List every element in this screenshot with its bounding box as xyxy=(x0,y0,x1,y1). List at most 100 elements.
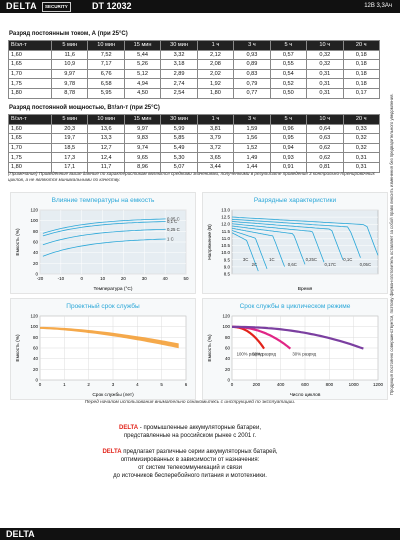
x-tick-label: 400 xyxy=(277,382,285,387)
x-tick-label: 0 xyxy=(231,382,234,387)
column-header: 3 ч xyxy=(233,40,271,51)
table-cell: 0,31 xyxy=(342,161,380,173)
chart-title: Влияние температуры на емкость xyxy=(52,197,155,204)
curve-label: 3C xyxy=(243,257,249,262)
x-tick-label: 20 xyxy=(121,276,127,281)
paragraph: DELTA предлагает различные серии аккумул… xyxy=(0,448,380,480)
column-header: 5 ч xyxy=(269,40,308,51)
table-cell: 1,60 xyxy=(8,49,52,61)
column-header: 5 мин xyxy=(50,114,89,125)
table-cell: 2,12 xyxy=(196,49,235,61)
curve xyxy=(231,223,325,263)
table-cell: 9,74 xyxy=(123,142,162,154)
table-cell: 0,77 xyxy=(233,87,271,99)
column-header: 20 ч xyxy=(342,114,380,125)
curve-label: 0,25C xyxy=(306,257,317,262)
line-text: от систем телекоммуникаций и связи xyxy=(138,465,242,471)
table-row: 1,75 9,78 6,58 4,94 2,74 1,92 0,79 0,52 0,31 0,18 xyxy=(8,78,380,89)
chart: Разрядные характеристики 8.5 9.0 9.5 10.0 10.… xyxy=(202,192,388,294)
y-tick-label: 10.0 xyxy=(221,250,230,255)
table-cell: 5,85 xyxy=(160,133,198,144)
chart-title: Проектный срок службы xyxy=(66,302,140,310)
x-axis-label: Число циклов xyxy=(290,392,321,398)
table-cell: 12,7 xyxy=(87,142,125,154)
table-cell: 0,31 xyxy=(306,78,344,89)
table-cell: 0,94 xyxy=(269,142,308,154)
column-header: 15 мин xyxy=(123,40,162,51)
curve xyxy=(231,216,379,256)
y-tick-label: 10.5 xyxy=(221,243,230,248)
text-line: оптимизированных в зависимости от назнач… xyxy=(0,456,380,464)
x-tick-label: 4 xyxy=(136,382,139,387)
table-cell: 1,75 xyxy=(8,78,52,89)
y-tick-label: 120 xyxy=(222,314,230,319)
curve xyxy=(42,221,166,237)
y-axis-label: Напряжение (В) xyxy=(207,224,213,260)
y-tick-label: 20 xyxy=(33,367,39,372)
column-header: 5 мин xyxy=(50,40,89,51)
table-cell: 5,26 xyxy=(123,59,162,70)
x-tick-label: 1 xyxy=(63,382,66,387)
footer-logo: DELTA xyxy=(6,529,35,539)
curve xyxy=(231,232,259,272)
curve xyxy=(231,218,361,258)
curve-label: 2C xyxy=(252,262,257,267)
y-tick-label: 13.0 xyxy=(221,208,230,213)
table-cell: 0,81 xyxy=(306,161,344,173)
table-cell: 0,55 xyxy=(269,59,308,70)
table-cell: 5,49 xyxy=(160,142,198,154)
column-header: 10 ч xyxy=(306,40,344,51)
x-tick-label: 0 xyxy=(80,276,83,281)
y-tick-label: 0 xyxy=(227,378,230,383)
chart: Проектный срок службы 0 20 40 60 80 100 120 0 1 2 3… xyxy=(10,298,196,400)
chart-title: Разрядные характеристики xyxy=(254,197,337,204)
y-tick-label: 20 xyxy=(33,261,39,266)
model-spec: 12В 3,3Ач xyxy=(364,3,392,9)
x-tick-label: 1200 xyxy=(373,382,384,387)
y-tick-label: 40 xyxy=(33,356,39,361)
y-tick-label: 80 xyxy=(33,335,39,340)
table-cell: 0,62 xyxy=(306,142,344,154)
table-cell: 10,9 xyxy=(50,59,89,70)
curve-label: 30% разряд xyxy=(292,352,316,357)
x-axis-label: Время xyxy=(298,286,313,292)
table-cell: 0,63 xyxy=(306,133,344,144)
brand-name: DELTA xyxy=(102,449,122,455)
curve xyxy=(231,221,344,261)
chart-title: Срок службы в циклическом режиме xyxy=(240,302,351,310)
table-cell: 5,95 xyxy=(87,87,125,99)
x-axis-label: Температура (°C) xyxy=(94,286,133,292)
text-line: представленные на российском рынке с 200… xyxy=(0,432,380,440)
curve-label: 50% разряд xyxy=(252,352,276,357)
table-cell: 0,18 xyxy=(342,68,380,80)
x-tick-label: 200 xyxy=(253,382,261,387)
table-cell: 1,80 xyxy=(8,87,52,99)
x-tick-label: 10 xyxy=(100,276,106,281)
text-line: DELTA - промышленные аккумуляторные бата… xyxy=(0,424,380,432)
x-tick-label: -20 xyxy=(37,276,44,281)
table-cell: 0,32 xyxy=(306,49,344,61)
table-cell: 3,72 xyxy=(196,142,235,154)
curve-label: 0,17C xyxy=(325,262,336,267)
curve xyxy=(231,225,306,265)
chart: Срок службы в циклическом режиме 0 20 40 60 8… xyxy=(202,298,388,400)
table-cell: 7,52 xyxy=(87,49,125,61)
table-cell: 19,7 xyxy=(50,133,89,144)
footer-bar: DELTA xyxy=(0,528,400,540)
curve xyxy=(231,227,285,267)
curve-label: 0,05C xyxy=(360,262,371,267)
y-tick-label: 20 xyxy=(225,367,231,372)
y-tick-label: 80 xyxy=(33,229,39,234)
curve-label: 1 C xyxy=(167,237,174,242)
column-header: 15 мин xyxy=(123,114,162,125)
column-header: 1 ч xyxy=(196,114,235,125)
table-cell: 9,83 xyxy=(123,133,162,144)
table-cell: 0,18 xyxy=(342,49,380,61)
curve-label: 0,05 C xyxy=(167,216,180,221)
column-header: В/эл-т xyxy=(8,40,52,51)
x-tick-label: 40 xyxy=(163,276,169,281)
table-cell: 3,81 xyxy=(196,123,235,135)
y-tick-label: 8.5 xyxy=(224,272,231,277)
